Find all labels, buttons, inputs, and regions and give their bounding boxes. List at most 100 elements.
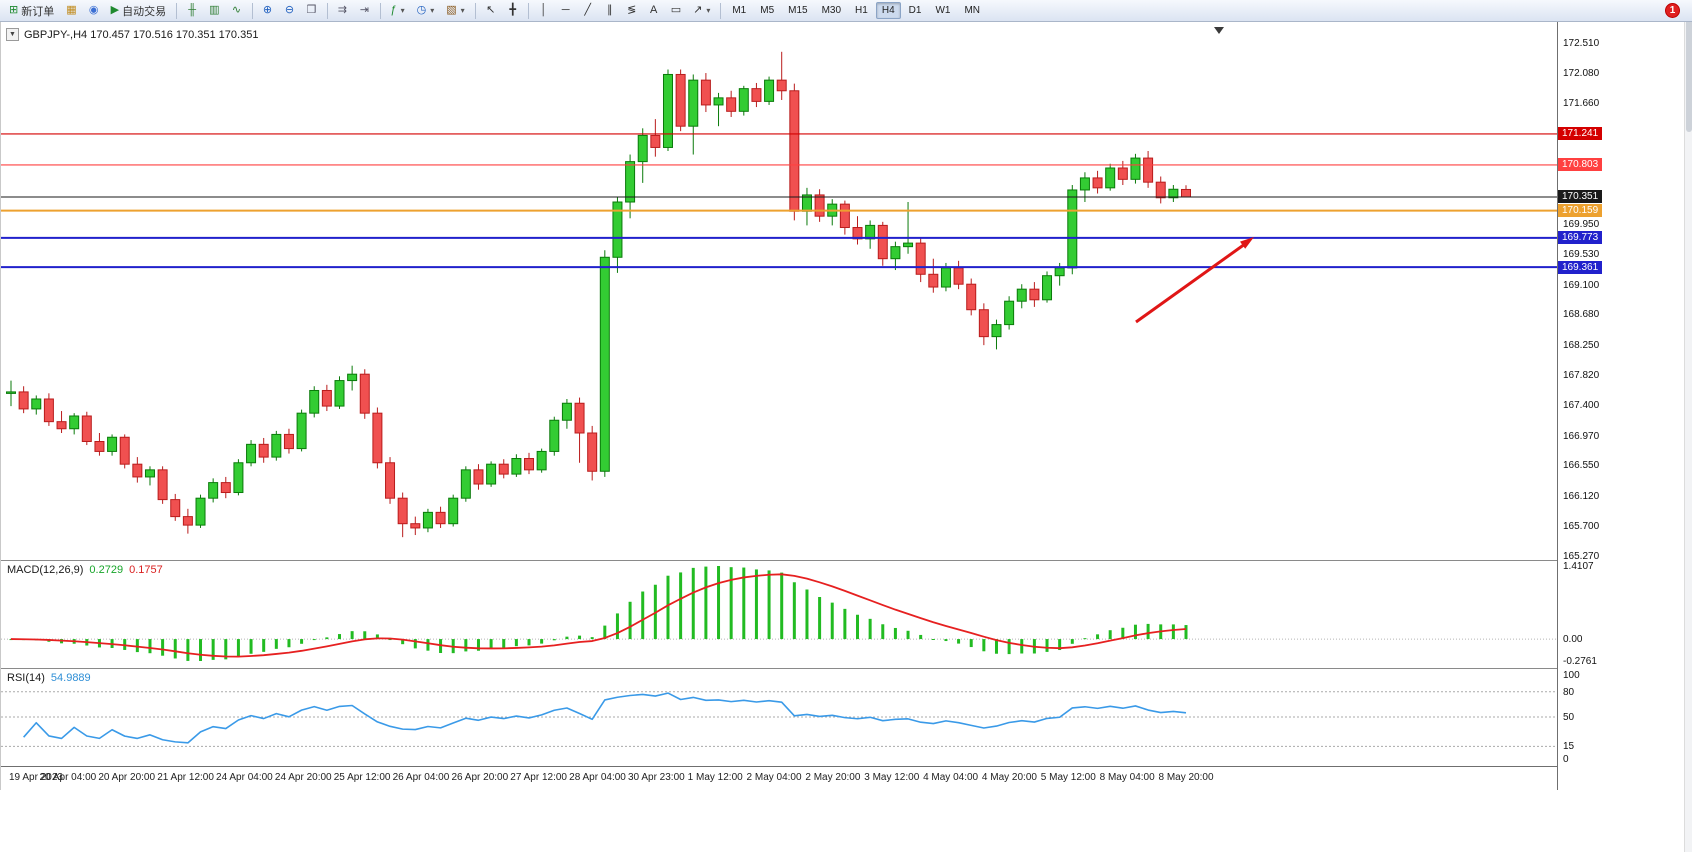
price-axis-label: 167.820 — [1563, 370, 1600, 382]
timeframe-m15-button[interactable]: M15 — [788, 5, 808, 16]
time-axis-label: 20 Apr 04:00 — [39, 772, 97, 783]
auto-scroll-button[interactable]: ⇉ — [333, 2, 353, 20]
timeframe-mn-button[interactable]: MN — [964, 5, 980, 16]
pane-splitter[interactable] — [1, 560, 1558, 561]
line-chart-type-button[interactable]: ∿ — [227, 2, 247, 20]
line-chart-type-icon: ∿ — [231, 4, 242, 16]
new-order-icon: ⊞ — [9, 4, 19, 16]
candlestick-type-button[interactable]: ▥ — [204, 2, 224, 20]
macd-label: MACD(12,26,9) — [7, 564, 84, 576]
price-axis-label: 1.4107 — [1563, 561, 1594, 572]
vertical-scrollbar[interactable] — [1684, 0, 1692, 852]
fibonacci-tool-icon: ≶ — [627, 4, 637, 16]
new-order-button[interactable]: ⊞ 新订单 — [4, 2, 59, 20]
trend-arrow-head — [1240, 237, 1254, 249]
trendline-tool-button[interactable]: ╱ — [578, 2, 598, 20]
timeframe-h1-button[interactable]: H1 — [855, 5, 868, 16]
chevron-down-icon: ▼ — [9, 31, 16, 38]
horizontal-line-tool-button[interactable]: ─ — [556, 2, 576, 20]
zoom-out-button[interactable]: ⊖ — [280, 2, 300, 20]
time-axis-label: 24 Apr 20:00 — [274, 772, 332, 783]
price-axis-label: 0.00 — [1563, 634, 1583, 646]
price-axis-label: 168.250 — [1563, 339, 1600, 351]
chart-shift-button[interactable]: ⇥ — [355, 2, 375, 20]
price-axis-label: 50 — [1563, 712, 1575, 723]
time-axis-label: 20 Apr 20:00 — [98, 772, 156, 783]
cursor-tool-button[interactable]: ↖ — [481, 2, 501, 20]
trend-arrow-annotation[interactable] — [1135, 242, 1246, 324]
templates-button[interactable]: ▧ ▾ — [441, 2, 469, 20]
vertical-line-tool-icon: │ — [540, 4, 548, 16]
vertical-line-tool-button[interactable]: │ — [534, 2, 554, 20]
scrollbar-thumb[interactable] — [1686, 2, 1692, 132]
chart-window-button[interactable]: ▦ — [61, 2, 81, 20]
indicators-button[interactable]: ƒ ▾ — [386, 2, 410, 20]
price-axis-label: 171.660 — [1563, 98, 1600, 110]
periods-icon: ◷ — [416, 4, 427, 16]
new-order-button-label: 新订单 — [21, 5, 55, 18]
arrows-tool-button[interactable]: ↗ ▾ — [688, 2, 715, 20]
time-axis-label: 27 Apr 12:00 — [510, 772, 567, 783]
zoom-in-icon: ⊕ — [262, 4, 273, 16]
time-axis-label: 1 May 12:00 — [687, 772, 743, 783]
history-center-button[interactable]: ◉ — [84, 2, 104, 20]
axis-separator — [1557, 22, 1558, 790]
zoom-in-button[interactable]: ⊕ — [258, 2, 278, 20]
main-chart-canvas[interactable] — [1, 22, 1558, 560]
time-axis-label: 4 May 04:00 — [923, 772, 979, 783]
timeframe-w1-button[interactable]: W1 — [935, 5, 951, 16]
text-tool-icon: A — [650, 4, 658, 16]
time-axis-label: 24 Apr 04:00 — [216, 772, 273, 783]
price-axis-label: 168.680 — [1563, 309, 1600, 321]
price-badge: 171.241 — [1558, 127, 1603, 141]
price-badge: 170.159 — [1558, 204, 1603, 218]
crosshair-tool-button[interactable]: ╋ — [503, 2, 523, 20]
time-axis[interactable]: 19 Apr 2023 20 Apr 04:00 20 Apr 20:00 21 Ap… — [1, 766, 1558, 790]
time-axis-label: 2 May 04:00 — [746, 772, 802, 783]
rsi-value: 54.9889 — [50, 672, 91, 684]
indicators-icon: ƒ — [390, 4, 397, 16]
timeframe-h4-button[interactable]: H4 — [875, 2, 901, 19]
fibonacci-tool-button[interactable]: ≶ — [622, 2, 642, 20]
tile-windows-button[interactable]: ❒ — [302, 2, 322, 20]
timeframe-m5-button[interactable]: M5 — [760, 5, 775, 16]
time-axis-label: 4 May 20:00 — [981, 772, 1037, 783]
periods-button[interactable]: ◷ ▾ — [412, 2, 440, 20]
label-tool-button[interactable]: ▭ — [666, 2, 686, 20]
channel-tool-icon: ∥ — [606, 4, 613, 16]
time-axis-label: 2 May 20:00 — [805, 772, 861, 783]
pane-splitter[interactable] — [1, 668, 1558, 669]
chart-shift-marker — [1214, 27, 1224, 34]
time-axis-label: 25 Apr 12:00 — [333, 772, 391, 783]
chart-title: GBPJPY-,H4 170.457 170.516 170.351 170.3… — [24, 28, 259, 41]
templates-icon: ▧ — [446, 4, 457, 16]
channel-tool-button[interactable]: ∥ — [600, 2, 620, 20]
price-axis-label: 165.270 — [1563, 551, 1600, 562]
zoom-out-icon: ⊖ — [284, 4, 295, 16]
timeframe-d1-button[interactable]: D1 — [908, 5, 922, 16]
horizontal-line-tool-icon: ─ — [561, 4, 570, 16]
price-axis-label: -0.2761 — [1563, 656, 1597, 667]
candles-layer — [6, 51, 1191, 538]
bar-chart-type-button[interactable]: ╫ — [182, 2, 202, 20]
caret-down-icon: ▾ — [430, 6, 435, 15]
price-axis-label: 100 — [1563, 670, 1580, 681]
price-badge: 170.351 — [1558, 190, 1603, 204]
time-axis-label: 26 Apr 20:00 — [451, 772, 509, 783]
price-axis-label: 172.510 — [1563, 38, 1600, 49]
auto-trading-icon: ▶ — [110, 4, 120, 16]
auto-trading-button[interactable]: ▶ 自动交易 — [106, 2, 171, 20]
trendline-tool-icon: ╱ — [584, 4, 591, 16]
price-axis[interactable]: 172.510 172.080 171.660 169.950 169.530 169.1… — [1558, 22, 1684, 790]
price-axis-label: 167.400 — [1563, 400, 1600, 412]
auto-trading-button-label: 自动交易 — [122, 5, 167, 18]
chart-collapse-button[interactable]: ▼ — [6, 28, 19, 41]
timeframe-m30-button[interactable]: M30 — [821, 5, 842, 16]
timeframe-m1-button[interactable]: M1 — [732, 5, 747, 16]
price-axis-label: 169.950 — [1563, 219, 1600, 231]
tile-windows-icon: ❒ — [306, 4, 317, 16]
macd-pane-canvas[interactable] — [1, 561, 1558, 668]
text-tool-button[interactable]: A — [644, 2, 664, 20]
notification-badge[interactable]: 1 — [1665, 3, 1680, 18]
rsi-pane-canvas[interactable] — [1, 669, 1558, 766]
